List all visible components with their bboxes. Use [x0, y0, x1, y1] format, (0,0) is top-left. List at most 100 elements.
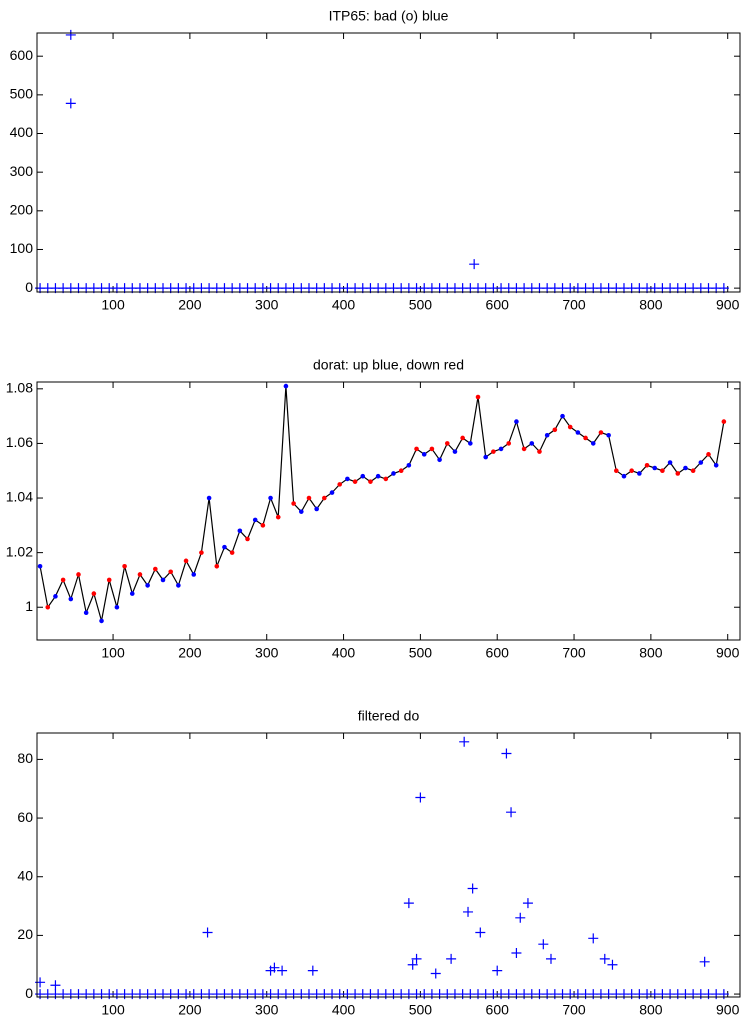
point-marker [414, 446, 419, 452]
x-tick-label: 200 [178, 1002, 202, 1018]
plus-marker [501, 748, 512, 759]
x-tick-label: 200 [178, 645, 202, 661]
point-marker [352, 479, 358, 484]
x-tick-label: 300 [255, 1002, 279, 1018]
point-marker [398, 468, 404, 474]
point-marker [375, 473, 381, 479]
point-marker [160, 577, 166, 583]
point-marker [544, 432, 550, 438]
point-marker [468, 441, 473, 446]
point-marker [452, 449, 458, 454]
point-marker [60, 577, 66, 583]
point-marker [483, 454, 488, 460]
x-tick-label: 600 [486, 645, 510, 661]
x-tick-label: 100 [101, 297, 125, 313]
plus-marker [506, 807, 517, 818]
x-tick-label: 400 [332, 297, 356, 313]
point-marker [391, 471, 396, 476]
plus-marker [459, 736, 470, 747]
point-marker [437, 457, 442, 463]
x-tick-label: 600 [486, 1002, 510, 1018]
point-marker [345, 476, 350, 482]
plus-marker [65, 29, 76, 40]
point-marker [706, 452, 711, 457]
plus-marker [492, 965, 503, 976]
point-marker [644, 462, 650, 468]
x-tick-label: 700 [562, 645, 586, 661]
point-marker [153, 566, 158, 572]
point-marker [475, 394, 481, 400]
plus-marker [718, 283, 729, 294]
y-tick-label: 40 [17, 867, 33, 883]
x-tick-label: 800 [639, 297, 663, 313]
point-marker [145, 583, 150, 588]
y-tick-label: 600 [10, 47, 34, 63]
plus-marker [545, 953, 556, 964]
y-tick-label: 1.04 [6, 489, 33, 505]
point-marker [214, 563, 220, 569]
x-tick-label: 300 [255, 645, 279, 661]
point-marker [552, 427, 558, 433]
plus-marker [538, 939, 549, 950]
point-marker [690, 468, 696, 474]
point-marker [114, 604, 120, 610]
x-tick-label: 500 [409, 645, 433, 661]
plus-marker [50, 980, 61, 991]
point-marker [521, 446, 527, 452]
point-marker [283, 383, 289, 389]
point-marker [652, 465, 658, 471]
x-tick-label: 100 [101, 645, 125, 661]
point-marker [129, 591, 135, 596]
point-marker [229, 550, 235, 555]
data-line [39, 386, 725, 622]
point-marker [322, 495, 327, 501]
point-marker [137, 572, 143, 577]
x-tick-label: 400 [332, 645, 356, 661]
y-tick-label: 0 [25, 985, 33, 1001]
point-marker [91, 591, 97, 596]
x-tick-label: 100 [101, 1002, 125, 1018]
x-tick-label: 600 [486, 297, 510, 313]
point-marker [76, 572, 81, 577]
point-marker [567, 424, 573, 430]
point-marker [268, 495, 273, 501]
x-tick-label: 200 [178, 297, 202, 313]
point-marker [252, 517, 258, 523]
plus-marker [522, 898, 533, 909]
point-marker [337, 482, 343, 487]
x-tick-label: 500 [409, 297, 433, 313]
point-marker [575, 430, 581, 435]
point-marker [629, 468, 634, 474]
point-marker [237, 528, 243, 534]
point-marker [45, 604, 51, 610]
plot-frame [36, 732, 741, 998]
y-tick-label: 300 [10, 163, 34, 179]
point-marker [560, 413, 565, 419]
y-tick-label: 1 [25, 598, 33, 614]
y-tick-label: 1.06 [6, 434, 33, 450]
point-marker [444, 441, 450, 446]
point-marker [329, 490, 335, 495]
point-marker [314, 506, 319, 512]
plus-marker [307, 965, 318, 976]
point-marker [406, 462, 412, 468]
point-marker [506, 441, 512, 446]
point-marker [360, 473, 366, 479]
point-marker [83, 610, 89, 615]
plus-marker [430, 968, 441, 979]
plus-marker [699, 956, 710, 967]
x-tick-label: 800 [639, 1002, 663, 1018]
plus-marker [599, 953, 610, 964]
point-marker [498, 446, 504, 452]
point-marker [183, 558, 189, 564]
plus-marker [407, 959, 418, 970]
y-tick-label: 400 [10, 124, 34, 140]
point-marker [590, 441, 596, 446]
point-marker [191, 572, 197, 577]
plus-marker [475, 927, 486, 938]
y-tick-label: 20 [17, 926, 33, 942]
plus-marker [277, 965, 288, 976]
plus-marker [467, 883, 478, 894]
point-marker [460, 435, 465, 441]
point-marker [122, 563, 127, 569]
